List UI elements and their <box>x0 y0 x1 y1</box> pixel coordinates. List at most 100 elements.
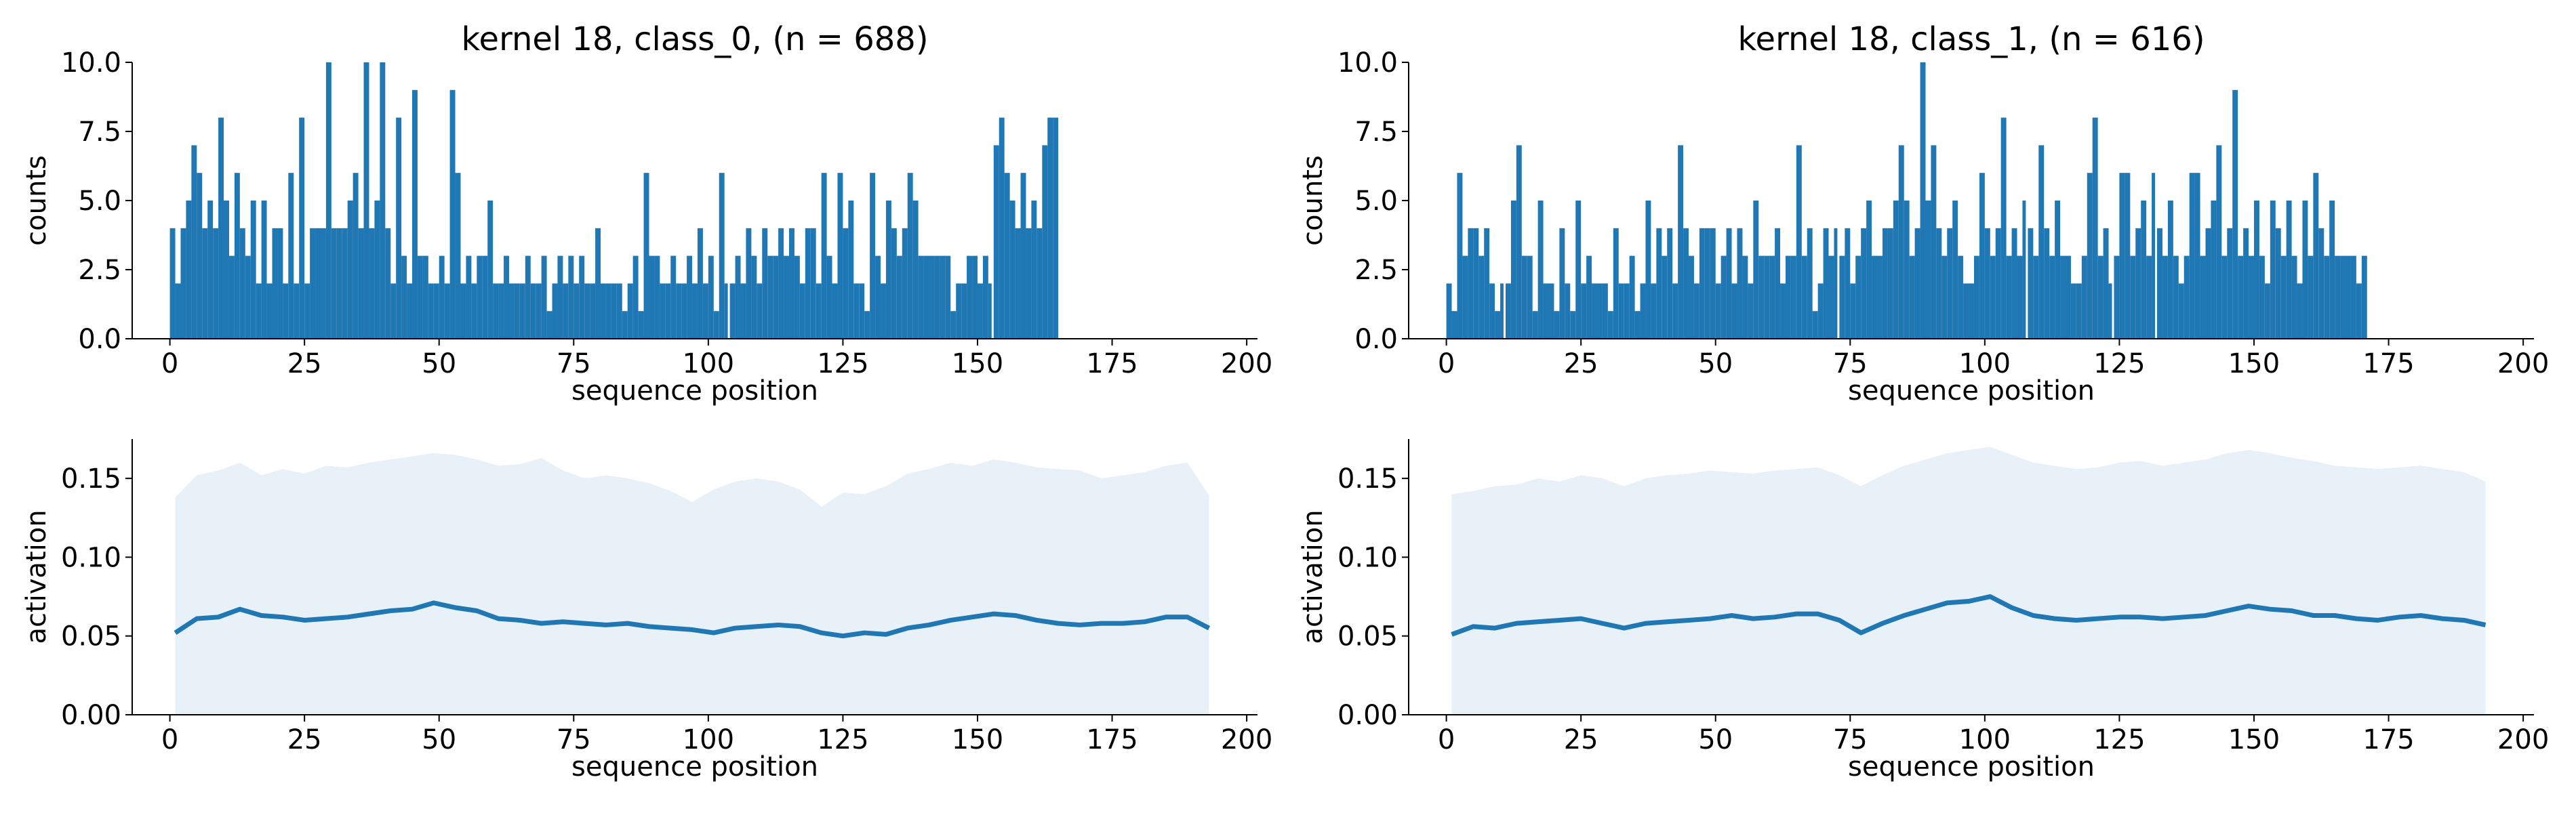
bar <box>832 283 838 339</box>
y-tick-label: 7.5 <box>78 117 121 148</box>
bar <box>310 228 316 339</box>
bar <box>934 255 940 339</box>
activation-mean-line <box>174 600 1211 639</box>
bar <box>2361 255 2367 339</box>
bar <box>2066 255 2071 339</box>
x-tick-label: 100 <box>1959 724 2011 755</box>
bar <box>541 255 547 339</box>
bar <box>466 255 472 339</box>
bar <box>2227 228 2233 339</box>
bar <box>417 255 423 339</box>
bar <box>482 255 488 339</box>
bar <box>239 228 245 339</box>
bar <box>816 283 822 339</box>
bar <box>961 283 967 339</box>
bar <box>1898 145 1904 339</box>
bar <box>525 255 531 339</box>
bar <box>1834 228 1838 339</box>
bar <box>2259 255 2265 339</box>
bar <box>2308 255 2314 339</box>
bar <box>213 228 219 339</box>
bar <box>767 255 773 339</box>
activation-band <box>175 453 1209 715</box>
bar <box>299 117 305 339</box>
bar <box>611 283 617 339</box>
bar <box>2189 173 2195 339</box>
bar <box>1742 255 1748 339</box>
bar <box>2243 228 2249 339</box>
x-tick-label: 75 <box>1833 348 1868 379</box>
bar <box>2205 228 2211 339</box>
bar <box>1984 228 1990 339</box>
bar <box>967 255 973 339</box>
bar <box>2313 173 2319 339</box>
bar <box>1726 228 1732 339</box>
bar <box>2291 255 2297 339</box>
bar <box>810 228 816 339</box>
bar <box>2152 173 2156 339</box>
bar <box>1592 283 1597 339</box>
bar <box>347 201 353 339</box>
bar <box>2183 255 2190 339</box>
bar <box>2264 283 2270 339</box>
bar <box>665 283 671 339</box>
bar <box>2162 255 2168 339</box>
bar <box>2167 201 2173 339</box>
activation-class-1-panel: sequence position activation 0 25 50 75 100 1… <box>1297 439 2549 783</box>
bar <box>977 283 983 339</box>
bar <box>643 173 649 339</box>
bar <box>956 283 962 339</box>
bar <box>826 255 832 339</box>
x-tick-label: 50 <box>422 348 456 379</box>
bar <box>1893 201 1899 339</box>
bar <box>460 283 466 339</box>
bar <box>1931 145 1937 339</box>
bar <box>2130 255 2136 339</box>
bar <box>331 228 337 339</box>
bar <box>616 283 622 339</box>
bar <box>1678 145 1684 339</box>
bar <box>1602 283 1608 339</box>
x-tick-label: 25 <box>287 348 322 379</box>
bar <box>2232 89 2238 339</box>
bar <box>1004 173 1010 339</box>
bar <box>2044 228 2050 339</box>
bar <box>180 228 186 339</box>
bar <box>1521 255 1527 339</box>
bar <box>1683 228 1689 339</box>
bar <box>649 255 655 339</box>
bar <box>1505 283 1511 339</box>
bar <box>353 173 359 339</box>
bar <box>250 201 256 339</box>
x-tick-label: 200 <box>2497 348 2549 379</box>
bar <box>654 255 660 339</box>
bar <box>2011 228 2017 339</box>
bar <box>2238 255 2244 339</box>
bar <box>2108 283 2112 339</box>
bar <box>228 255 235 339</box>
chart-title: kernel 18, class_1, (n = 616) <box>1737 20 2205 58</box>
x-tick-label: 75 <box>557 348 591 379</box>
bar <box>1941 255 1948 339</box>
bar <box>261 201 267 339</box>
bar <box>1689 255 1694 339</box>
bar <box>1731 283 1737 339</box>
bar <box>449 89 456 339</box>
x-tick-label: 50 <box>1698 348 1733 379</box>
bar <box>988 283 992 339</box>
x-tick-label: 200 <box>1221 348 1272 379</box>
x-tick-label: 200 <box>2497 724 2549 755</box>
bar <box>1904 201 1910 339</box>
bar <box>428 283 434 339</box>
bar <box>1979 173 1985 339</box>
bar <box>1801 255 1807 339</box>
bar <box>982 255 988 339</box>
bar <box>875 255 881 339</box>
y-tick-label: 0.00 <box>61 700 121 731</box>
bar <box>1925 201 1931 339</box>
bar <box>595 228 601 339</box>
bar <box>202 228 208 339</box>
bar <box>702 283 708 339</box>
bar <box>2028 228 2034 339</box>
x-tick-label: 100 <box>683 724 734 755</box>
